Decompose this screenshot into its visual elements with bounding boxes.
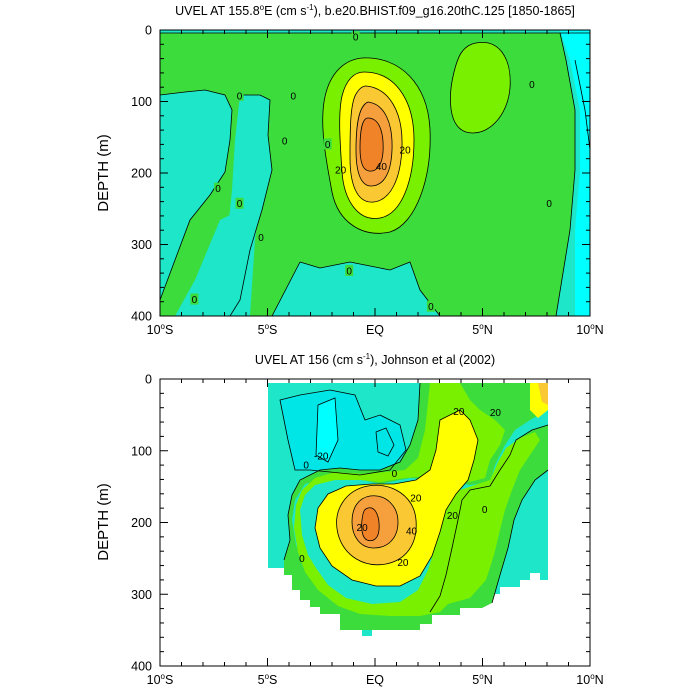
top-xtick-label-1: 5oS bbox=[258, 322, 278, 337]
top-contour-label-bg-5 bbox=[214, 182, 223, 194]
bottom-contour-label-9: 40 bbox=[406, 527, 418, 538]
top-contour-field bbox=[160, 30, 590, 316]
top-ytick-label-3: 300 bbox=[131, 238, 152, 252]
top-contour-label-1: 0 bbox=[237, 91, 243, 102]
bottom-contour-label-6: 20 bbox=[447, 511, 459, 522]
bottom-contour-label-0: -20 bbox=[314, 451, 329, 462]
bottom-xtick-label-0: 10oS bbox=[147, 672, 174, 687]
top-contour-label-12: 0 bbox=[546, 199, 552, 210]
top-contour-label-4: 0 bbox=[325, 140, 331, 151]
top-fill-10-20-north bbox=[450, 42, 511, 133]
top-contour-labels: 0 0 0 0 0 0 0 0 0 0 0 0 0 20 20 40 bbox=[190, 31, 554, 313]
top-contour-label-bg-2 bbox=[289, 89, 298, 101]
bot-fill-30-40-ne bbox=[538, 383, 548, 405]
top-contour-label-15: 40 bbox=[376, 162, 388, 173]
bot-fill-lt-20c bbox=[316, 398, 338, 462]
top-contour-label-11: 0 bbox=[529, 80, 535, 91]
bottom-ytick-label-1: 100 bbox=[131, 444, 152, 458]
top-contour-label-8: 0 bbox=[346, 266, 352, 277]
bottom-ytick-label-3: 300 bbox=[131, 588, 152, 602]
bottom-xtick-label-1: 5oS bbox=[258, 672, 278, 687]
top-contour-label-bg-4 bbox=[323, 138, 332, 150]
top-contour-label-bg-1 bbox=[235, 89, 244, 101]
top-contour-label-bg-11 bbox=[527, 78, 536, 90]
top-title: UVEL AT 155.8oE (cm s-1), b.e20.BHIST.f0… bbox=[175, 3, 575, 18]
top-contour-label-bg-3 bbox=[280, 134, 289, 146]
top-ylabel: DEPTH (m) bbox=[95, 134, 112, 212]
top-xtick-label-2: EQ bbox=[366, 323, 384, 337]
top-ytick-label-0: 0 bbox=[145, 24, 152, 38]
top-contour-label-2: 0 bbox=[291, 91, 297, 102]
bottom-ytick-label-2: 200 bbox=[131, 516, 152, 530]
bottom-title: UVEL AT 156 (cm s-1), Johnson et al (200… bbox=[255, 352, 495, 367]
bottom-contour-label-8: 20 bbox=[357, 523, 369, 534]
bottom-ylabel: DEPTH (m) bbox=[95, 483, 112, 561]
top-contour-label-bg-9 bbox=[426, 300, 435, 312]
bottom-ytick-label-4: 400 bbox=[131, 660, 152, 674]
bottom-xtick-label-2: EQ bbox=[366, 673, 384, 687]
top-xtick-label-4: 10oN bbox=[576, 322, 603, 337]
top-ytick-label-1: 100 bbox=[131, 95, 152, 109]
bottom-contour-lines bbox=[279, 382, 549, 613]
bottom-contour-labels: -20 0 0 20 20 20 20 0 20 40 20 0 bbox=[299, 407, 502, 569]
top-contour-label-6: 0 bbox=[237, 199, 243, 210]
top-contour-label-10: 0 bbox=[192, 295, 198, 306]
bottom-contour-label-2: 0 bbox=[392, 469, 398, 480]
top-contour-label-bg-10 bbox=[190, 293, 199, 305]
top-fill-gt50 bbox=[360, 118, 384, 172]
bottom-contour-label-11: 0 bbox=[299, 554, 305, 565]
bottom-contour-label-3: 20 bbox=[410, 494, 422, 505]
bottom-contour-label-4: 20 bbox=[453, 407, 465, 418]
top-contour-label-bg-6 bbox=[235, 197, 244, 209]
top-contour-label-13: 20 bbox=[400, 146, 412, 157]
bottom-contour-label-5: 20 bbox=[490, 408, 502, 419]
top-contour-label-9: 0 bbox=[428, 302, 434, 313]
top-contour-label-3: 0 bbox=[282, 136, 288, 147]
top-contour-label-bg-7 bbox=[257, 231, 266, 243]
top-contour-label-5: 0 bbox=[215, 184, 221, 195]
bottom-contour-label-7: 0 bbox=[482, 505, 488, 516]
bot-fill-gt50 bbox=[361, 507, 380, 541]
top-xtick-label-3: 5oN bbox=[472, 322, 492, 337]
top-contour-label-14: 20 bbox=[335, 166, 347, 177]
top-contour-label-0: 0 bbox=[353, 33, 359, 44]
top-xtick-label-0: 10oS bbox=[147, 322, 174, 337]
top-contour-label-7: 0 bbox=[258, 233, 264, 244]
bottom-contour-field bbox=[268, 382, 549, 636]
bottom-xtick-label-4: 10oN bbox=[576, 672, 603, 687]
top-ytick-label-2: 200 bbox=[131, 167, 152, 181]
top-contour-label-bg-12 bbox=[545, 197, 554, 209]
bottom-ytick-label-0: 0 bbox=[145, 373, 152, 387]
top-ytick-label-4: 400 bbox=[131, 310, 152, 324]
top-contour-label-bg-0 bbox=[351, 31, 360, 43]
bottom-contour-label-1: 0 bbox=[303, 461, 309, 472]
bottom-xtick-label-3: 5oN bbox=[472, 672, 492, 687]
bot-fill-10-20 bbox=[294, 383, 540, 616]
observation-panel: UVEL AT 156 (cm s-1), Johnson et al (200… bbox=[95, 352, 604, 687]
top-contour-label-bg-8 bbox=[345, 264, 354, 276]
model-panel: UVEL AT 155.8oE (cm s-1), b.e20.BHIST.f0… bbox=[95, 3, 604, 337]
top-fill-neg-left bbox=[160, 105, 218, 265]
bottom-contour-label-10: 20 bbox=[397, 558, 409, 569]
bot-fill-neg-mid bbox=[280, 390, 406, 475]
